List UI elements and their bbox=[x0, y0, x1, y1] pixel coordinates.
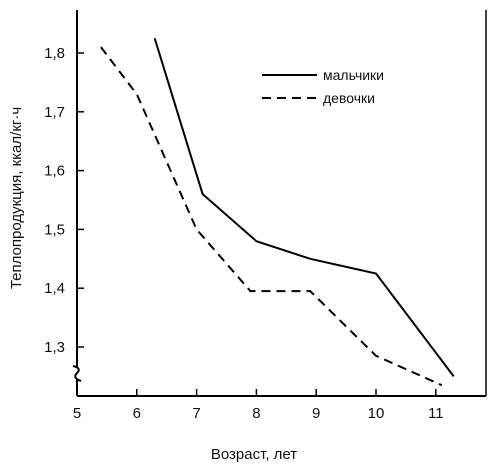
x-tick-label: 8 bbox=[252, 405, 260, 422]
x-tick-label: 9 bbox=[312, 405, 320, 422]
series-group bbox=[100, 38, 455, 387]
legend: мальчики девочки bbox=[262, 67, 384, 106]
legend-label: мальчики bbox=[323, 67, 384, 83]
axes bbox=[72, 10, 487, 397]
x-tick-label: 7 bbox=[192, 405, 200, 422]
x-tick-label: 10 bbox=[368, 405, 385, 422]
x-tick-label: 6 bbox=[133, 405, 141, 422]
legend-label: девочки bbox=[323, 90, 375, 106]
series-line-girls bbox=[100, 46, 443, 387]
y-tick-label: 1,4 bbox=[44, 280, 65, 297]
y-tick-label: 1,6 bbox=[44, 163, 65, 180]
x-axis-ticks: 5 6 7 8 9 10 11 bbox=[73, 389, 444, 422]
y-axis-label: Теплопродукция, ккал/кг·ч bbox=[8, 107, 25, 289]
x-tick-label: 5 bbox=[73, 405, 81, 422]
x-axis-label: Возраст, лет bbox=[211, 446, 297, 463]
y-axis-ticks: 1,3 1,4 1,5 1,6 1,7 1,8 bbox=[44, 45, 84, 356]
y-tick-label: 1,3 bbox=[44, 339, 65, 356]
x-tick-label: 11 bbox=[428, 405, 444, 422]
y-axis-break bbox=[72, 365, 82, 382]
y-tick-label: 1,7 bbox=[44, 104, 65, 121]
series-line-boys bbox=[153, 38, 455, 378]
y-tick-label: 1,8 bbox=[44, 45, 65, 62]
y-tick-label: 1,5 bbox=[44, 221, 65, 238]
